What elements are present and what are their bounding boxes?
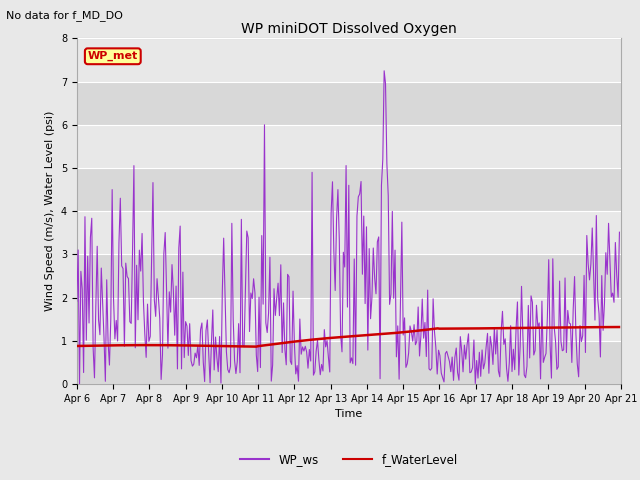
Y-axis label: Wind Speed (m/s), Water Level (psi): Wind Speed (m/s), Water Level (psi) bbox=[45, 111, 55, 312]
Bar bbox=[77, 254, 621, 298]
Bar bbox=[77, 168, 621, 211]
Bar bbox=[77, 211, 621, 254]
Text: WP_met: WP_met bbox=[88, 51, 138, 61]
Bar bbox=[77, 341, 621, 384]
Bar bbox=[77, 125, 621, 168]
Text: No data for f_MD_DO: No data for f_MD_DO bbox=[6, 10, 124, 21]
Title: WP miniDOT Dissolved Oxygen: WP miniDOT Dissolved Oxygen bbox=[241, 22, 457, 36]
Legend: WP_ws, f_WaterLevel: WP_ws, f_WaterLevel bbox=[235, 449, 463, 471]
Bar bbox=[77, 38, 621, 82]
Bar bbox=[77, 82, 621, 125]
Bar bbox=[77, 298, 621, 341]
X-axis label: Time: Time bbox=[335, 409, 362, 419]
